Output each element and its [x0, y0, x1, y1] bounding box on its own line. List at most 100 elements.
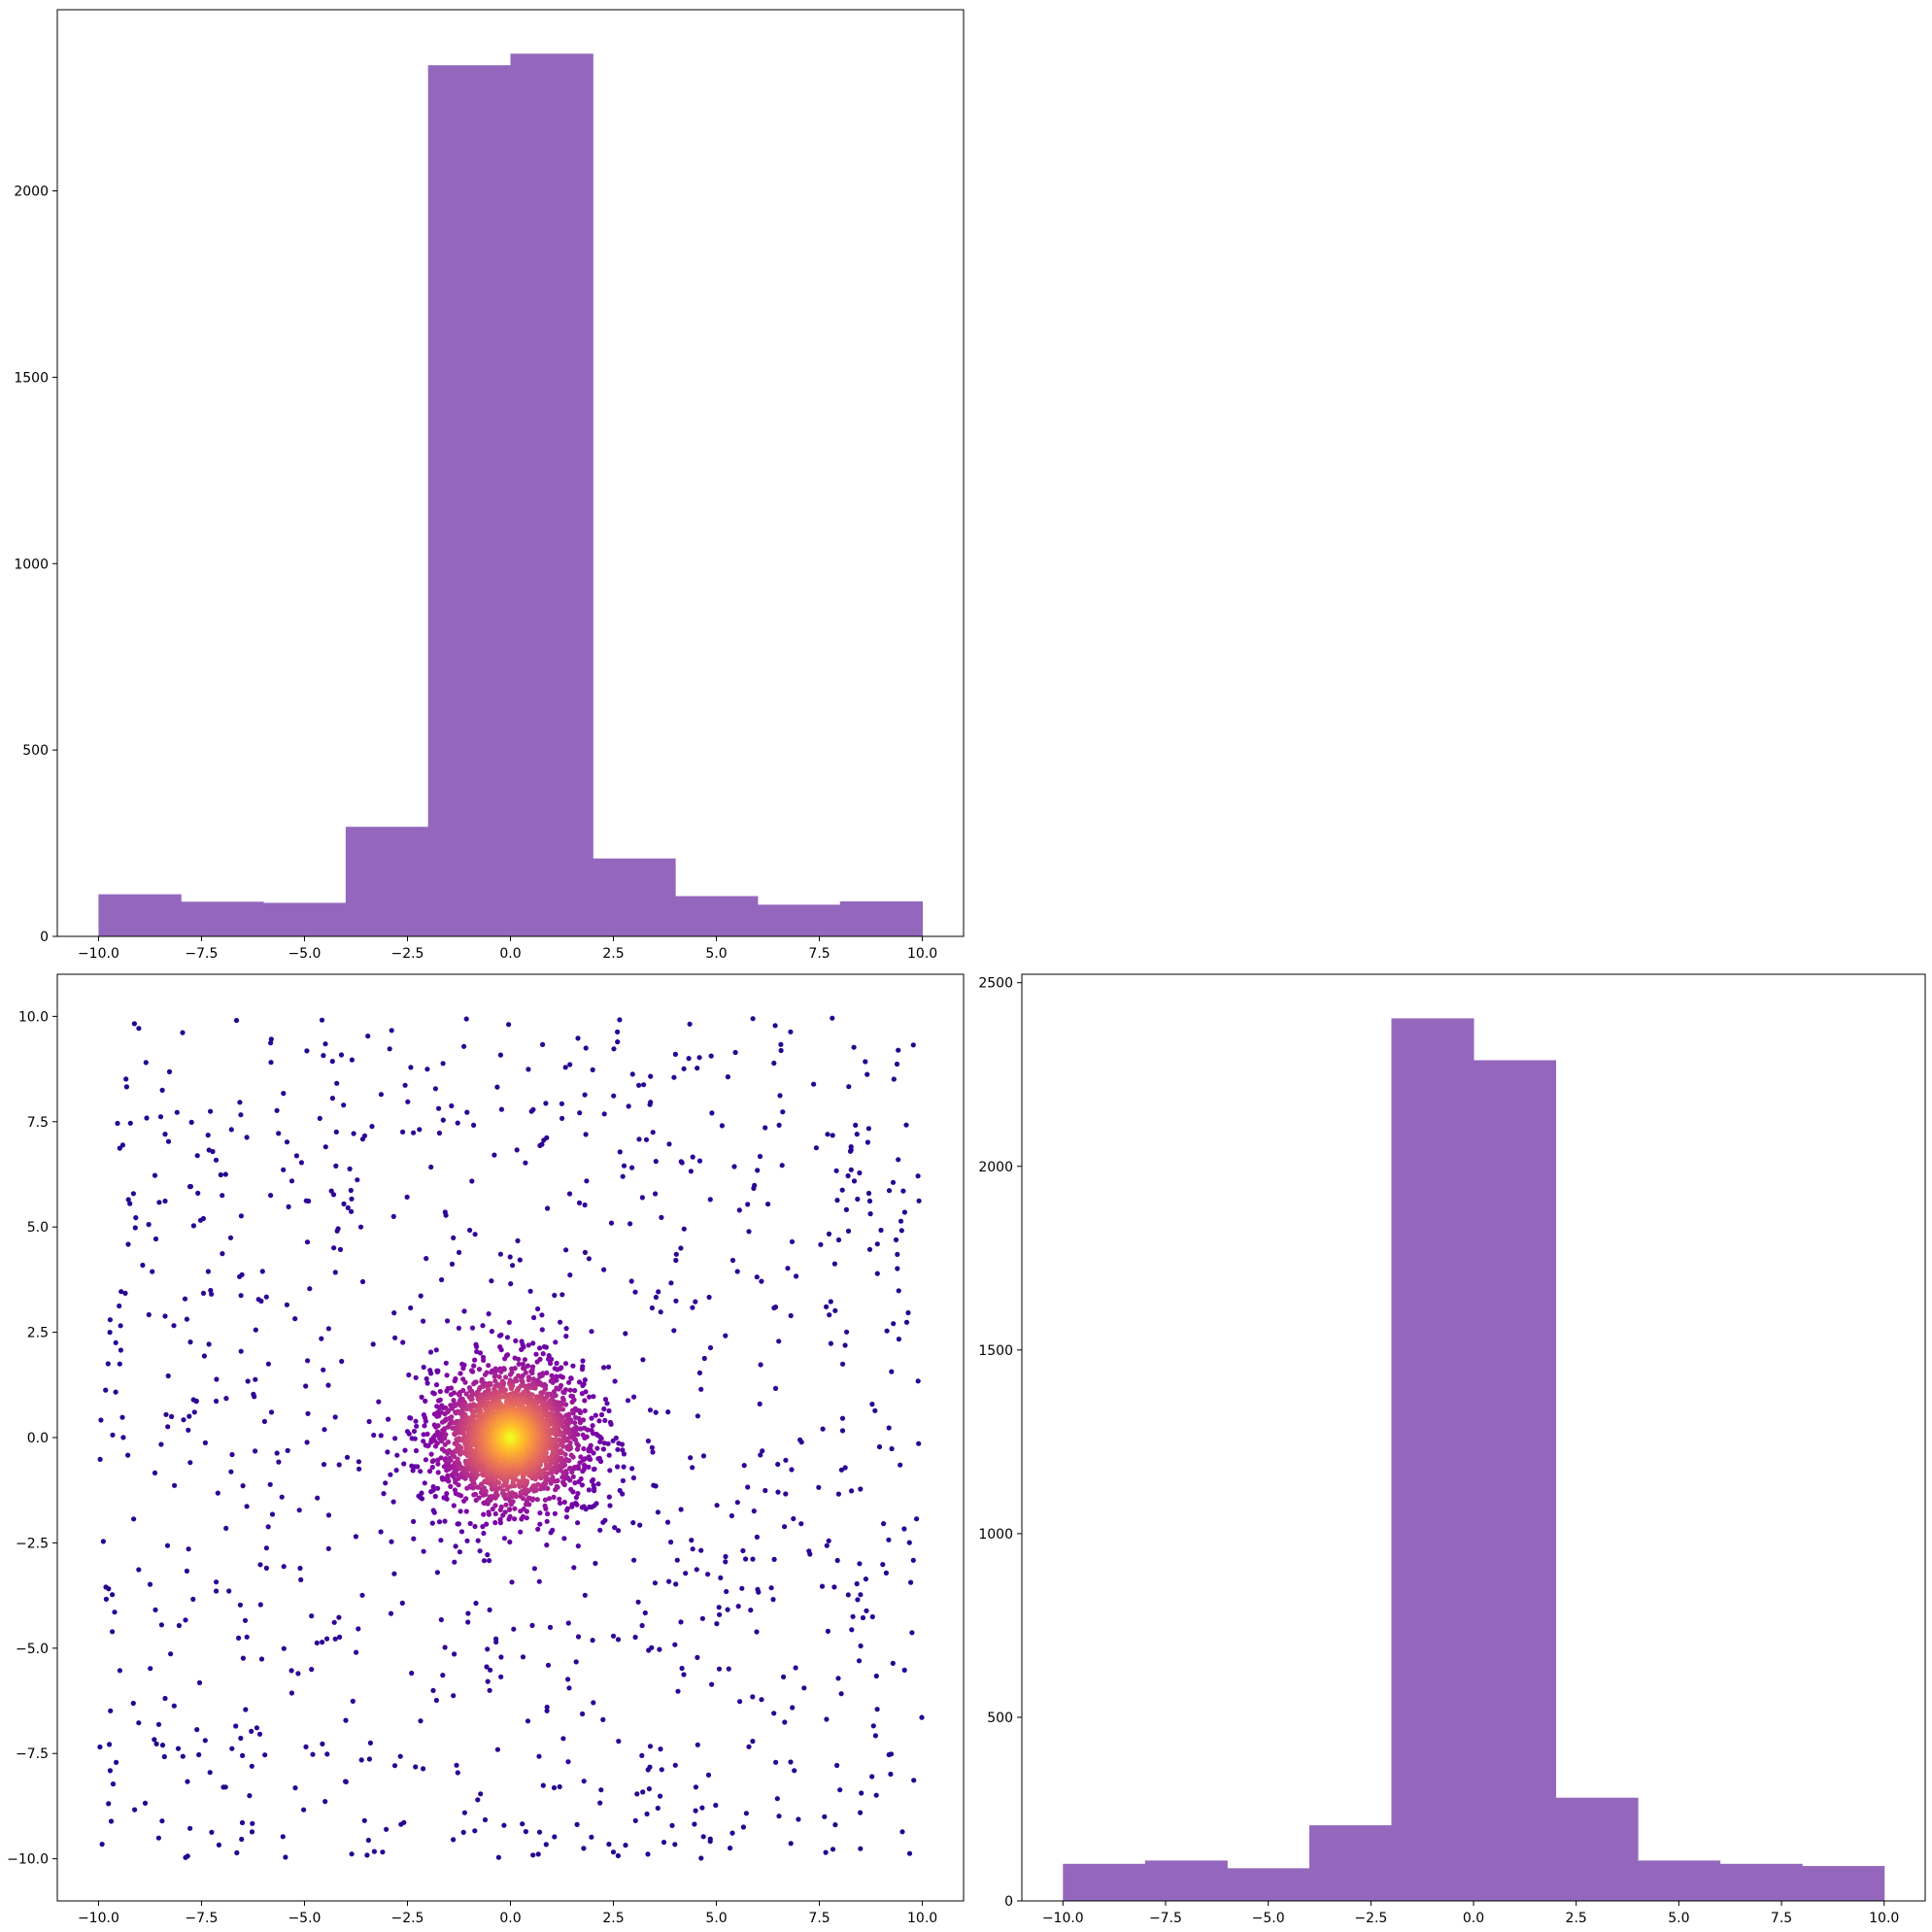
scatter-point [612, 1378, 618, 1384]
scatter-point [540, 1041, 546, 1047]
scatter-point [557, 1496, 562, 1502]
scatter-point [679, 1160, 685, 1166]
scatter-point [716, 1666, 723, 1672]
scatter-point [587, 1504, 593, 1509]
scatter-point [158, 1441, 164, 1447]
scatter-point [168, 1651, 174, 1657]
scatter-point [106, 1801, 112, 1807]
scatter-point [421, 1548, 426, 1554]
scatter-point [541, 1137, 547, 1143]
scatter-point [408, 1065, 414, 1070]
scatter-point [552, 1834, 558, 1840]
scatter-point [359, 1136, 365, 1142]
scatter-point [180, 1753, 186, 1759]
scatter-point [866, 1198, 873, 1204]
scatter-point [616, 1528, 622, 1534]
scatter-point [535, 1851, 541, 1857]
scatter-point [303, 1744, 309, 1749]
scatter-point [700, 1453, 707, 1459]
scatter-point [568, 1452, 574, 1458]
y-tick-label: 2000 [14, 185, 49, 200]
scatter-point [249, 1829, 255, 1835]
scatter-point [157, 1114, 164, 1120]
scatter-point [493, 1636, 499, 1642]
scatter-point [801, 1685, 807, 1691]
scatter-point [559, 1101, 565, 1106]
scatter-point [489, 1278, 494, 1284]
scatter-point [586, 1448, 592, 1454]
scatter-point [896, 1337, 902, 1342]
scatter-point [581, 1445, 587, 1452]
scatter-point [487, 1607, 492, 1612]
scatter-point [586, 1487, 593, 1493]
scatter-point [411, 1518, 417, 1524]
scatter-point [723, 1559, 729, 1565]
scatter-point [649, 1644, 655, 1650]
scatter-point [485, 1678, 491, 1684]
scatter-point [506, 1022, 512, 1028]
scatter-point [469, 1396, 475, 1402]
x-tick-label: −10.0 [78, 946, 119, 962]
scatter-point [644, 1811, 650, 1817]
scatter-point [384, 1826, 390, 1832]
scatter-point [297, 1565, 303, 1572]
scatter-point [123, 1076, 129, 1082]
scatter-point [430, 1487, 436, 1493]
scatter-point [698, 1386, 704, 1392]
scatter-point [674, 1557, 680, 1563]
scatter-point [337, 1634, 343, 1640]
scatter-point [470, 1369, 476, 1374]
scatter-point [724, 1588, 729, 1595]
scatter-point [152, 1737, 157, 1743]
scatter-point [315, 1495, 321, 1501]
scatter-point [322, 1144, 328, 1150]
scatter-point [563, 1334, 569, 1339]
scatter-point [406, 1431, 412, 1437]
scatter-point [496, 1485, 503, 1491]
scatter-point [123, 1084, 129, 1090]
scatter-point [520, 1821, 525, 1827]
scatter-point [456, 1521, 461, 1527]
scatter-point [637, 1522, 643, 1528]
scatter-point [182, 1296, 188, 1302]
scatter-point [632, 1817, 638, 1823]
scatter-point [888, 1771, 894, 1778]
scatter-point [156, 1200, 162, 1205]
scatter-point [324, 1751, 330, 1757]
scatter-point [566, 1191, 573, 1197]
scatter-point [798, 1521, 804, 1527]
scatter-point [775, 1489, 781, 1495]
scatter-point [391, 1571, 397, 1576]
scatter-point [601, 1365, 607, 1371]
scatter-point [842, 1465, 848, 1471]
scatter-point [563, 1247, 569, 1253]
scatter-point [419, 1490, 424, 1496]
scatter-point [491, 1373, 497, 1379]
scatter-point [559, 1292, 565, 1298]
scatter-point [825, 1132, 830, 1137]
scatter-point [673, 1581, 679, 1587]
scatter-point [915, 1378, 921, 1384]
scatter-point [647, 1744, 654, 1749]
scatter-point [429, 1464, 435, 1471]
scatter-point [110, 1781, 117, 1787]
scatter-point [563, 1326, 569, 1332]
scatter-point [906, 1850, 913, 1856]
scatter-point [851, 1044, 857, 1050]
scatter-point [845, 1172, 851, 1179]
scatter-point [436, 1105, 442, 1111]
scatter-point [612, 1525, 618, 1531]
scatter-point [411, 1130, 417, 1135]
scatter-point [457, 1461, 462, 1467]
scatter-point [298, 1160, 304, 1166]
scatter-point [504, 1335, 511, 1340]
scatter-point [591, 1394, 596, 1400]
scatter-point [848, 1167, 854, 1172]
scatter-point [305, 1358, 311, 1364]
scatter-point [698, 1547, 704, 1553]
scatter-point [919, 1714, 925, 1720]
scatter-point [876, 1443, 883, 1450]
scatter-point [525, 1377, 532, 1383]
scatter-point [127, 1120, 133, 1126]
scatter-point [729, 1257, 736, 1264]
